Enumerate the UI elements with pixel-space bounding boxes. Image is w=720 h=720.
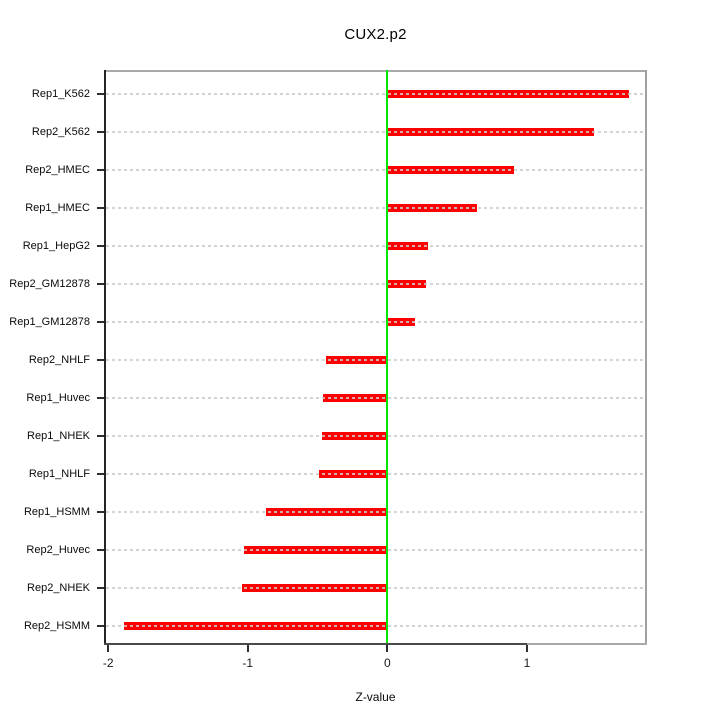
y-tick bbox=[97, 244, 104, 247]
y-label: Rep2_NHEK bbox=[27, 582, 90, 595]
x-axis-line bbox=[104, 643, 527, 645]
y-tick bbox=[97, 435, 104, 438]
x-tick-label: 0 bbox=[384, 656, 391, 670]
gridline bbox=[106, 168, 645, 171]
y-tick bbox=[97, 206, 104, 209]
x-tick bbox=[246, 645, 249, 652]
x-axis-title: Z-value bbox=[355, 690, 396, 704]
gridline bbox=[106, 92, 645, 95]
x-tick bbox=[386, 645, 389, 652]
x-tick-label: -1 bbox=[242, 656, 254, 670]
y-tick bbox=[97, 587, 104, 590]
y-label: Rep2_GM12878 bbox=[9, 277, 90, 290]
y-label: Rep1_HMEC bbox=[25, 201, 90, 214]
gridline bbox=[106, 587, 645, 590]
y-tick bbox=[97, 320, 104, 323]
gridline bbox=[106, 282, 645, 285]
plot-border-top bbox=[104, 70, 647, 72]
gridline bbox=[106, 358, 645, 361]
y-label: Rep1_HepG2 bbox=[22, 239, 90, 252]
gridline bbox=[106, 473, 645, 476]
gridline bbox=[106, 130, 645, 133]
y-tick bbox=[97, 511, 104, 514]
chart-title: CUX2.p2 bbox=[344, 26, 407, 43]
y-label: Rep1_NHLF bbox=[28, 468, 90, 481]
y-label: Rep2_Huvec bbox=[26, 544, 90, 557]
gridline bbox=[106, 206, 645, 209]
gridline bbox=[106, 397, 645, 400]
plot-border-right bbox=[645, 70, 647, 645]
y-tick bbox=[97, 549, 104, 552]
y-tick bbox=[97, 168, 104, 171]
x-tick bbox=[525, 645, 528, 652]
gridline bbox=[106, 320, 645, 323]
y-label: Rep2_NHLF bbox=[28, 353, 90, 366]
gridline bbox=[106, 549, 645, 552]
y-label: Rep1_K562 bbox=[31, 87, 90, 100]
gridline bbox=[106, 244, 645, 247]
y-tick bbox=[97, 358, 104, 361]
y-tick bbox=[97, 130, 104, 133]
y-tick bbox=[97, 473, 104, 476]
x-tick-label: 1 bbox=[523, 656, 531, 670]
y-label: Rep1_Huvec bbox=[26, 392, 90, 405]
y-label: Rep2_K562 bbox=[31, 125, 90, 138]
plot-border-bottom-right bbox=[526, 643, 647, 645]
y-label: Rep1_HSMM bbox=[23, 506, 90, 519]
gridline bbox=[106, 625, 645, 628]
y-tick bbox=[97, 282, 104, 285]
y-tick bbox=[97, 92, 104, 95]
y-label: Rep2_HMEC bbox=[25, 163, 90, 176]
y-tick bbox=[97, 625, 104, 628]
plot-area bbox=[97, 70, 647, 645]
x-tick bbox=[107, 645, 110, 652]
y-tick bbox=[97, 397, 104, 400]
gridline bbox=[106, 511, 645, 514]
y-axis-line bbox=[104, 70, 106, 645]
x-axis: -2 -1 0 1 bbox=[103, 645, 647, 685]
x-tick-label: -2 bbox=[102, 656, 114, 670]
zero-line bbox=[386, 70, 389, 645]
y-label: Rep1_NHEK bbox=[27, 430, 90, 443]
y-label: Rep1_GM12878 bbox=[9, 315, 90, 328]
gridline bbox=[106, 435, 645, 438]
y-label: Rep2_HSMM bbox=[23, 620, 90, 633]
